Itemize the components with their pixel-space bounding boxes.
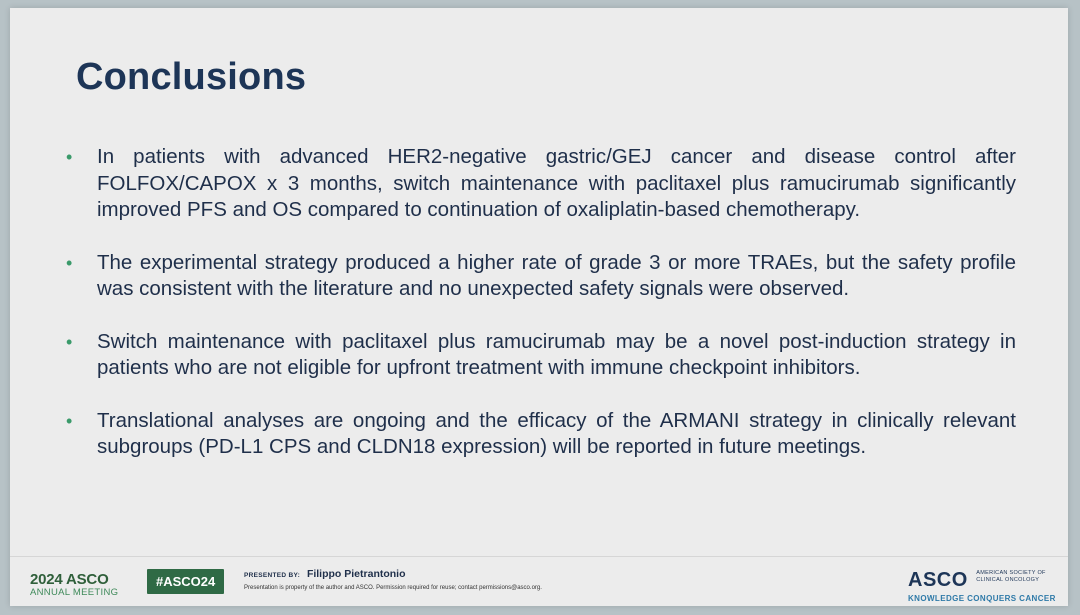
list-item: • Translational analyses are ongoing and… xyxy=(66,408,1016,461)
bullet-text: Switch maintenance with paclitaxel plus … xyxy=(97,329,1016,380)
meeting-logo-title: 2024 ASCO xyxy=(30,571,130,588)
list-item: • The experimental strategy produced a h… xyxy=(66,250,1016,303)
presented-by-label: PRESENTED BY: xyxy=(244,572,301,579)
bullet-text: Translational analyses are ongoing and t… xyxy=(97,408,1016,459)
asco-logo: ASCO AMERICAN SOCIETY OF CLINICAL ONCOLO… xyxy=(908,569,1058,603)
meeting-brand: ASCO xyxy=(66,571,109,588)
bullet-text: In patients with advanced HER2-negative … xyxy=(97,145,1016,221)
bullet-dot-icon: • xyxy=(66,331,73,352)
meeting-subtitle: ANNUAL MEETING xyxy=(30,587,119,598)
slide-title: Conclusions xyxy=(76,56,307,98)
presenter-name: Filippo Pietrantonio xyxy=(306,568,406,580)
copyright-notice: Presentation is property of the author a… xyxy=(244,585,542,591)
list-item: • In patients with advanced HER2-negativ… xyxy=(66,144,1016,224)
bullet-text: The experimental strategy produced a hig… xyxy=(97,250,1016,301)
bullet-dot-icon: • xyxy=(66,410,73,431)
asco-tagline: KNOWLEDGE CONQUERS CANCER xyxy=(908,594,1056,603)
asco-full-name-line1: AMERICAN SOCIETY OF xyxy=(976,570,1046,576)
hashtag-badge: #ASCO24 xyxy=(147,569,225,594)
bullet-dot-icon: • xyxy=(66,147,73,167)
presenter-line: PRESENTED BY: Filippo Pietrantonio xyxy=(244,568,406,580)
slide: Conclusions • In patients with advanced … xyxy=(10,8,1068,606)
bullet-dot-icon: • xyxy=(66,252,73,273)
slide-footer: 2024 ASCO ANNUAL MEETING #ASCO24 PRESENT… xyxy=(10,556,1068,607)
list-item: • Switch maintenance with paclitaxel plu… xyxy=(66,329,1016,382)
conclusions-list: • In patients with advanced HER2-negativ… xyxy=(66,144,1016,487)
meeting-year: 2024 xyxy=(30,571,63,588)
asco-full-name-line2: CLINICAL ONCOLOGY xyxy=(976,576,1040,583)
asco-logo-word: ASCO xyxy=(908,569,968,591)
meeting-logo: 2024 ASCO ANNUAL MEETING xyxy=(30,571,130,598)
asco-full-name: AMERICAN SOCIETY OF CLINICAL ONCOLOGY xyxy=(976,570,1045,583)
